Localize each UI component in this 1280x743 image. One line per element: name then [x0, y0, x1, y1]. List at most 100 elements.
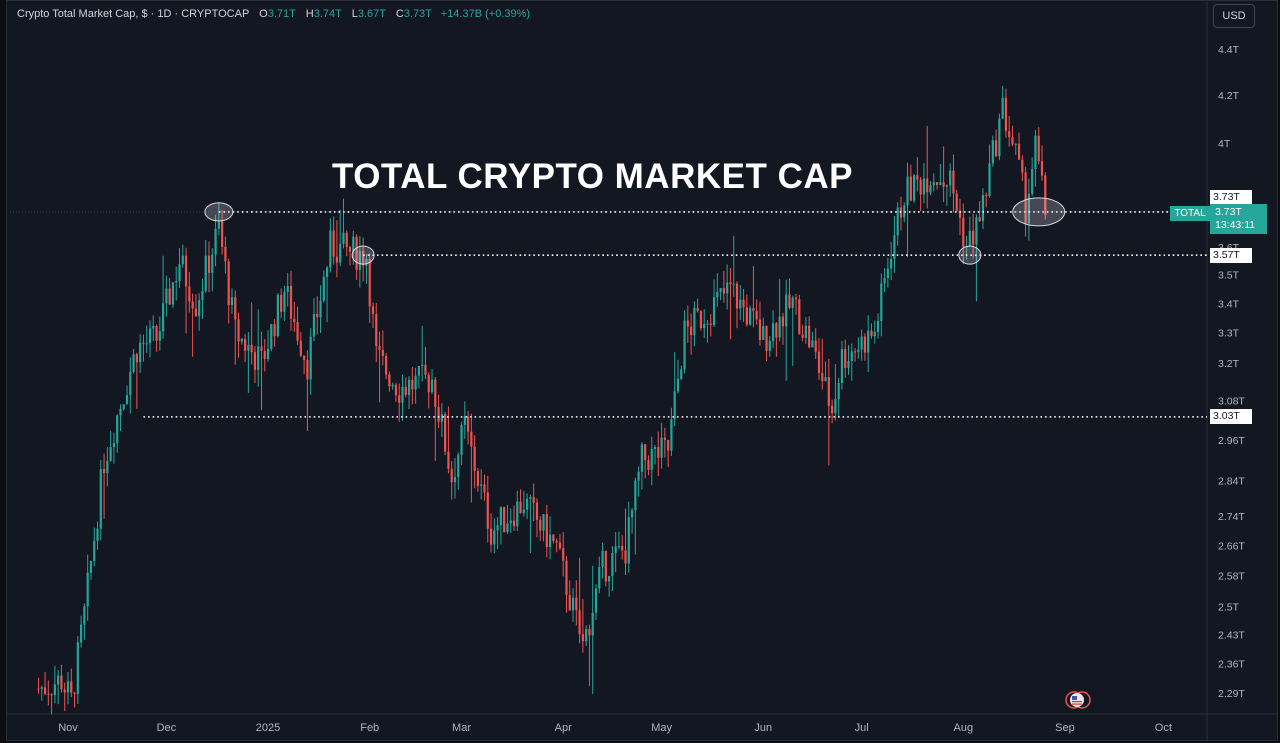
candle-body — [644, 444, 647, 461]
candle-body — [739, 299, 742, 309]
candle-body — [1008, 131, 1011, 138]
candle-body — [53, 684, 56, 696]
candle-body — [1037, 135, 1040, 162]
candle-body — [371, 306, 375, 315]
open-label: O — [259, 8, 268, 20]
candle-body — [476, 471, 480, 486]
candle-body — [558, 542, 562, 549]
candle-body — [919, 179, 922, 195]
y-tick-label: 2.96T — [1218, 435, 1245, 447]
candle-body — [499, 507, 502, 526]
candle-body — [578, 610, 581, 635]
candle-body — [247, 344, 250, 351]
candle-body — [152, 325, 155, 329]
candle-body — [814, 340, 817, 352]
candle-body — [975, 217, 978, 245]
candle-body — [667, 439, 670, 451]
candle-body — [470, 431, 473, 447]
candle-body — [880, 283, 883, 321]
us-flag-event-icon[interactable] — [1060, 690, 1094, 710]
symbol-name: Crypto Total Market Cap, $ · 1D · CRYPTO… — [17, 8, 250, 20]
candle-body — [348, 246, 352, 252]
candle-body — [37, 688, 40, 690]
candle-body — [532, 496, 535, 503]
candle-body — [863, 336, 867, 353]
candle-body — [565, 560, 568, 596]
candle-body — [122, 404, 125, 409]
y-tick-label: 3.2T — [1218, 358, 1240, 370]
currency-button[interactable]: USD — [1213, 4, 1255, 28]
candle-body — [270, 324, 273, 349]
candle-body — [693, 307, 696, 336]
candle-body — [142, 342, 145, 344]
candle-body — [519, 501, 522, 514]
total-price-box: 3.73T 13:43:11 — [1210, 204, 1267, 234]
candle-body — [47, 693, 50, 695]
candle-body — [112, 443, 116, 448]
candle-body — [480, 484, 483, 486]
candle-body — [430, 379, 434, 393]
candle-body — [368, 259, 371, 307]
candle-body — [968, 230, 971, 247]
candle-body — [266, 348, 270, 360]
candle-body — [394, 384, 398, 396]
candle-body — [486, 492, 489, 529]
candle-body — [627, 517, 630, 564]
close-label: C — [395, 8, 404, 20]
candle-body — [844, 349, 847, 368]
candle-body — [299, 340, 302, 356]
candle-body — [755, 310, 758, 320]
candle-body — [683, 320, 686, 370]
candle-body — [571, 597, 575, 611]
candle-body — [181, 255, 184, 265]
candle-body — [325, 267, 329, 277]
candle-body — [650, 448, 653, 470]
candle-body — [378, 346, 381, 350]
highlight-circle — [1012, 197, 1066, 227]
candle-body — [253, 352, 257, 370]
candle-body — [699, 311, 703, 329]
candle-body — [375, 314, 378, 347]
candle-body — [703, 324, 706, 329]
candle-body — [280, 294, 283, 312]
candle-body — [598, 566, 601, 589]
candle-body — [722, 288, 725, 294]
candle-body — [243, 338, 247, 351]
candle-body — [604, 550, 607, 582]
candle-body — [827, 377, 830, 406]
candle-body — [522, 509, 525, 514]
candle-body — [840, 349, 844, 383]
candle-body — [198, 300, 201, 317]
candle-body — [230, 297, 234, 306]
candle-body — [624, 550, 627, 564]
chart-window — [6, 0, 1278, 741]
candle-body — [765, 326, 768, 351]
candle-body — [994, 140, 998, 157]
candle-body — [109, 447, 112, 461]
candle-body — [175, 281, 178, 283]
candle-body — [873, 331, 876, 337]
candle-body — [162, 303, 165, 332]
candle-body — [263, 351, 266, 360]
candle-body — [801, 334, 804, 338]
candle-body — [768, 340, 771, 351]
candle-body — [365, 259, 368, 266]
high-value: 3.74T — [313, 8, 342, 20]
x-tick-label: Feb — [360, 722, 379, 734]
candle-body — [949, 170, 952, 186]
candle-body — [634, 480, 637, 511]
candle-body — [319, 300, 322, 318]
candle-body — [676, 378, 680, 392]
candle-body — [621, 546, 624, 551]
candle-body — [440, 414, 443, 422]
candle-body — [886, 268, 889, 278]
y-tick-label: 4.4T — [1218, 44, 1240, 56]
candle-body — [289, 286, 293, 319]
candle-body — [775, 323, 778, 338]
x-tick-label: Aug — [954, 722, 974, 734]
candle-body — [1040, 161, 1044, 176]
candle-body — [57, 675, 60, 685]
candle-body — [935, 182, 939, 185]
candle-body — [73, 692, 76, 695]
